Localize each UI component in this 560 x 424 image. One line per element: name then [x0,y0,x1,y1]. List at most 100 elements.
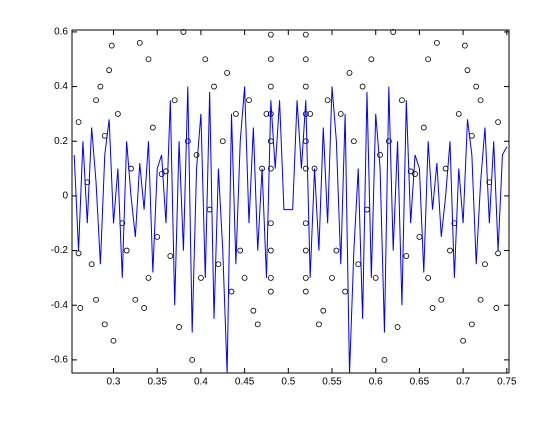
data-point [381,356,388,363]
data-point [145,56,152,63]
data-point [468,321,475,328]
data-point [302,247,309,254]
data-point [184,138,191,145]
y-tick-label: 0.6 [54,27,68,38]
data-point [97,83,104,90]
data-point [132,296,139,303]
data-point [425,274,432,281]
data-point [425,56,432,63]
data-point [167,253,174,259]
data-point [88,261,95,268]
data-point [267,274,274,281]
data-point [460,337,467,344]
data-point [368,56,375,63]
data-point [267,220,274,227]
data-point [101,321,108,328]
data-point [171,97,178,104]
data-point [346,70,353,76]
data-point [232,111,239,117]
data-point [493,305,500,311]
data-point [219,138,226,145]
data-point [202,56,209,63]
data-point [237,247,244,254]
data-point [267,165,274,172]
data-point [359,83,366,90]
data-point [267,247,274,254]
data-point [407,168,414,175]
data-point [267,56,274,63]
data-point [477,296,484,303]
data-point [267,288,274,295]
data-point [464,67,471,74]
data-point [420,124,427,131]
data-point [394,324,401,330]
data-point [473,83,480,90]
x-tick-label: 0.7 [456,377,470,388]
data-point [477,97,484,104]
data-point [495,119,501,126]
y-tick-label: 0.2 [54,136,68,147]
data-point [302,56,309,63]
x-tick-label: 0.55 [322,377,342,388]
data-point [302,165,309,172]
data-point [455,111,462,117]
x-tick-label: 0.3 [107,377,121,388]
data-point [198,274,204,281]
data-point [106,67,113,74]
data-point [189,356,196,363]
data-line [73,86,508,373]
data-point [108,42,115,49]
y-tick-label: -0.6 [51,355,69,366]
data-point [77,305,84,311]
data-point [320,307,327,314]
data-point [302,83,309,90]
data-point [403,253,410,259]
data-point [390,29,397,35]
data-point [307,111,314,117]
x-tick-label: 0.6 [369,377,383,388]
data-point [337,111,344,117]
x-tick-label: 0.45 [235,377,255,388]
data-point [267,83,274,90]
data-point [176,324,182,330]
data-point [224,70,231,76]
data-point [429,305,436,311]
data-point [254,321,261,328]
data-point [324,97,331,104]
data-point [211,83,217,90]
y-tick-label: 0 [62,191,68,202]
data-point [241,274,248,281]
y-tick-label: -0.4 [51,300,69,311]
data-point [136,39,143,46]
data-point [372,274,379,281]
data-point [350,138,357,145]
data-point [246,97,252,104]
data-point [302,31,309,38]
data-point [149,124,156,131]
y-tick-label: 0.4 [54,81,68,92]
data-point [263,111,270,117]
data-point [495,250,501,257]
data-point [180,29,187,35]
data-point [333,247,340,254]
data-point [110,337,117,344]
data-point [377,152,383,158]
data-point [250,307,257,314]
data-point [302,220,309,227]
x-tick-label: 0.65 [410,377,430,388]
data-point [433,39,440,46]
x-tick-label: 0.75 [497,377,517,388]
data-point [329,274,335,281]
data-point [316,321,322,328]
data-point [447,247,453,254]
data-point [193,152,200,158]
data-point [123,247,130,254]
x-tick-label: 0.35 [147,377,167,388]
y-tick-label: -0.2 [51,245,69,256]
data-point [267,31,274,38]
data-point [163,168,169,175]
data-point [75,119,82,126]
x-tick-label: 0.5 [281,377,295,388]
data-point [412,171,418,177]
